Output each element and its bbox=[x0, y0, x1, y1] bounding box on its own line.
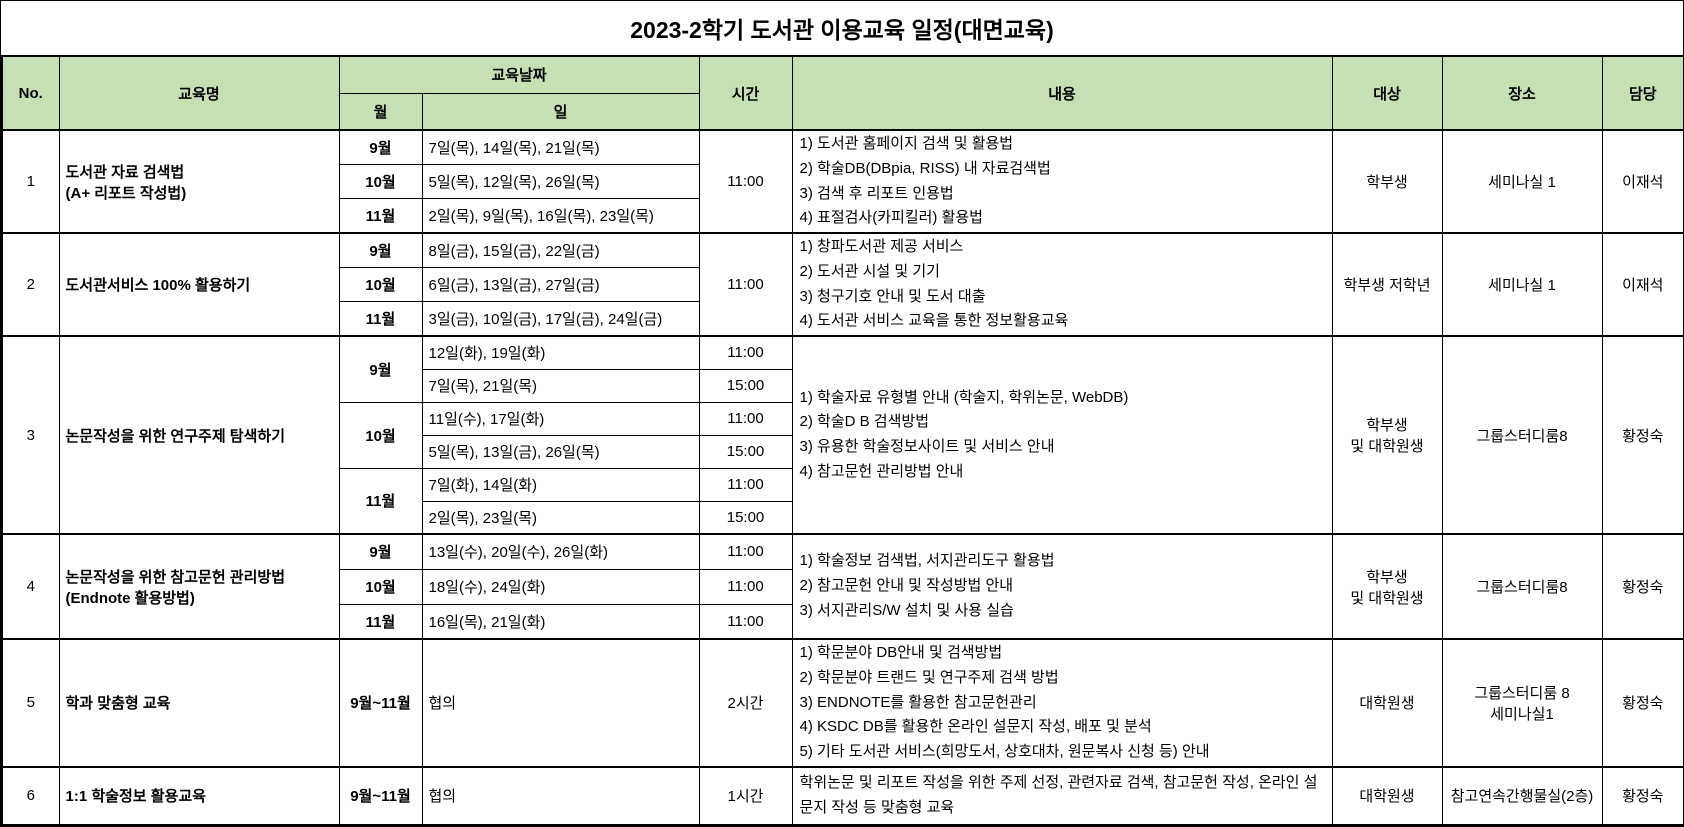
cell-target: 대학원생 bbox=[1331, 638, 1443, 768]
cell-days: 7일(화), 14일(화) bbox=[421, 467, 700, 502]
header-manager: 담당 bbox=[1601, 55, 1684, 131]
cell-month: 10월 bbox=[338, 163, 423, 200]
cell-education-name: 1:1 학술정보 활용교육 bbox=[58, 765, 340, 826]
cell-days: 2일(목), 23일(목) bbox=[421, 500, 700, 535]
cell-time: 11:00 bbox=[698, 401, 793, 436]
cell-time: 11:00 bbox=[698, 568, 793, 605]
cell-no: 3 bbox=[1, 335, 60, 535]
cell-days: 협의 bbox=[421, 638, 700, 768]
cell-content: 1) 도서관 홈페이지 검색 및 활용법 2) 학술DB(DBpia, RISS… bbox=[791, 129, 1333, 234]
cell-education-name: 도서관서비스 100% 활용하기 bbox=[58, 232, 340, 337]
cell-month: 9월 bbox=[338, 128, 423, 165]
cell-month: 11월 bbox=[338, 603, 423, 640]
cell-time: 15:00 bbox=[698, 368, 793, 403]
cell-target: 학부생 저학년 bbox=[1331, 232, 1443, 337]
cell-month: 9월 bbox=[338, 533, 423, 570]
cell-month: 11월 bbox=[338, 467, 423, 535]
header-month: 월 bbox=[338, 92, 423, 131]
cell-time: 11:00 bbox=[698, 335, 793, 370]
cell-education-name: 논문작성을 위한 연구주제 탐색하기 bbox=[58, 335, 340, 535]
cell-time: 11:00 bbox=[698, 129, 793, 234]
cell-education-name: 도서관 자료 검색법 (A+ 리포트 작성법) bbox=[58, 129, 340, 234]
header-education-date: 교육날짜 bbox=[338, 55, 700, 94]
cell-month: 11월 bbox=[338, 301, 423, 337]
cell-time: 11:00 bbox=[698, 232, 793, 337]
cell-place: 그룹스터디룸 8 세미나실1 bbox=[1441, 638, 1603, 768]
cell-month: 10월 bbox=[338, 266, 423, 303]
cell-time: 11:00 bbox=[698, 533, 793, 570]
cell-target: 학부생 bbox=[1331, 129, 1443, 234]
cell-place: 참고연속간행물실(2층) bbox=[1441, 765, 1603, 826]
cell-manager: 이재석 bbox=[1601, 232, 1684, 337]
cell-target: 학부생 및 대학원생 bbox=[1331, 533, 1443, 640]
cell-time: 15:00 bbox=[698, 434, 793, 469]
cell-content: 학위논문 및 리포트 작성을 위한 주제 선정, 관련자료 검색, 참고문헌 작… bbox=[791, 765, 1333, 826]
cell-content: 1) 창파도서관 제공 서비스 2) 도서관 시설 및 기기 3) 청구기호 안… bbox=[791, 232, 1333, 337]
cell-month: 10월 bbox=[338, 568, 423, 605]
cell-days: 8일(금), 15일(금), 22일(금) bbox=[421, 231, 700, 268]
cell-no: 1 bbox=[1, 129, 60, 234]
cell-days: 16일(목), 21일(화) bbox=[421, 603, 700, 640]
cell-manager: 황정숙 bbox=[1601, 533, 1684, 640]
cell-days: 7일(목), 21일(목) bbox=[421, 368, 700, 403]
cell-days: 7일(목), 14일(목), 21일(목) bbox=[421, 128, 700, 165]
cell-time: 15:00 bbox=[698, 500, 793, 535]
cell-time: 1시간 bbox=[698, 765, 793, 826]
cell-target: 대학원생 bbox=[1331, 765, 1443, 826]
cell-days: 18일(수), 24일(화) bbox=[421, 568, 700, 605]
header-target: 대상 bbox=[1331, 55, 1443, 131]
cell-days: 13일(수), 20일(수), 26일(화) bbox=[421, 533, 700, 570]
cell-days: 협의 bbox=[421, 765, 700, 826]
cell-target: 학부생 및 대학원생 bbox=[1331, 335, 1443, 535]
cell-days: 6일(금), 13일(금), 27일(금) bbox=[421, 266, 700, 303]
cell-manager: 황정숙 bbox=[1601, 638, 1684, 768]
schedule-table: No. 교육명 교육날짜 시간 내용 대상 장소 담당 월 일 1 도서관 자료… bbox=[1, 55, 1684, 826]
cell-place: 그룹스터디룸8 bbox=[1441, 335, 1603, 535]
header-content: 내용 bbox=[791, 55, 1333, 131]
cell-days: 11일(수), 17일(화) bbox=[421, 401, 700, 436]
cell-time: 11:00 bbox=[698, 467, 793, 502]
header-place: 장소 bbox=[1441, 55, 1603, 131]
cell-month: 10월 bbox=[338, 401, 423, 469]
cell-no: 4 bbox=[1, 533, 60, 640]
cell-no: 2 bbox=[1, 232, 60, 337]
cell-content: 1) 학술자료 유형별 안내 (학술지, 학위논문, WebDB) 2) 학술D… bbox=[791, 335, 1333, 535]
header-education-name: 교육명 bbox=[58, 55, 340, 131]
cell-content: 1) 학문분야 DB안내 및 검색방법 2) 학문분야 트랜드 및 연구주제 검… bbox=[791, 638, 1333, 768]
cell-manager: 이재석 bbox=[1601, 129, 1684, 234]
cell-month: 9월 bbox=[338, 231, 423, 268]
cell-month: 11월 bbox=[338, 198, 423, 234]
cell-time: 11:00 bbox=[698, 603, 793, 640]
header-day: 일 bbox=[421, 92, 700, 131]
cell-days: 5일(목), 13일(금), 26일(목) bbox=[421, 434, 700, 469]
header-time: 시간 bbox=[698, 55, 793, 131]
cell-month: 9월~11월 bbox=[338, 638, 423, 768]
cell-content: 1) 학술정보 검색법, 서지관리도구 활용법 2) 참고문헌 안내 및 작성방… bbox=[791, 533, 1333, 640]
header-no: No. bbox=[1, 55, 60, 131]
cell-no: 6 bbox=[1, 765, 60, 826]
cell-education-name: 학과 맞춤형 교육 bbox=[58, 638, 340, 768]
cell-manager: 황정숙 bbox=[1601, 765, 1684, 826]
cell-education-name: 논문작성을 위한 참고문헌 관리방법 (Endnote 활용방법) bbox=[58, 533, 340, 640]
cell-days: 3일(금), 10일(금), 17일(금), 24일(금) bbox=[421, 301, 700, 337]
cell-days: 5일(목), 12일(목), 26일(목) bbox=[421, 163, 700, 200]
cell-no: 5 bbox=[1, 638, 60, 768]
cell-days: 12일(화), 19일(화) bbox=[421, 335, 700, 370]
cell-time: 2시간 bbox=[698, 638, 793, 768]
cell-place: 세미나실 1 bbox=[1441, 129, 1603, 234]
cell-month: 9월~11월 bbox=[338, 765, 423, 826]
cell-month: 9월 bbox=[338, 335, 423, 403]
cell-manager: 황정숙 bbox=[1601, 335, 1684, 535]
page-title: 2023-2학기 도서관 이용교육 일정(대면교육) bbox=[630, 17, 1054, 43]
cell-place: 그룹스터디룸8 bbox=[1441, 533, 1603, 640]
cell-days: 2일(목), 9일(목), 16일(목), 23일(목) bbox=[421, 198, 700, 234]
cell-place: 세미나실 1 bbox=[1441, 232, 1603, 337]
